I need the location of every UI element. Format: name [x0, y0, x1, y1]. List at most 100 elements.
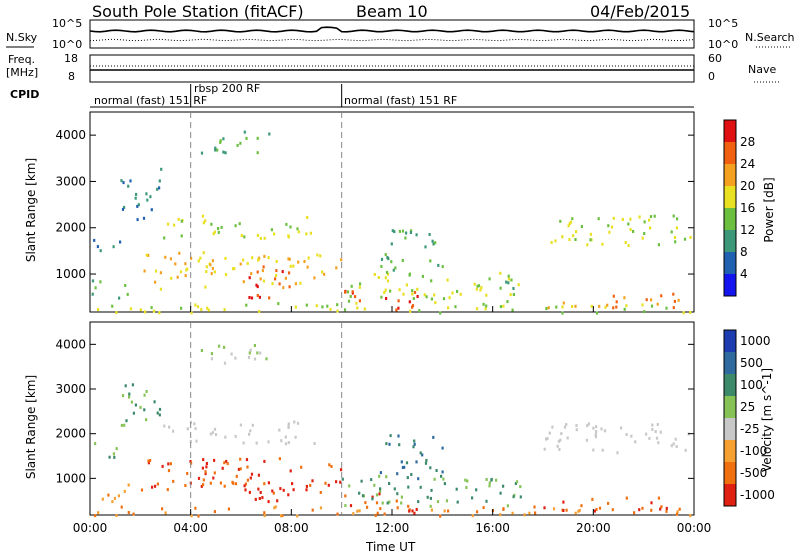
power-cell	[297, 260, 300, 264]
power-cell	[416, 287, 419, 291]
velocity-cell	[386, 501, 389, 505]
power-cell	[214, 148, 217, 152]
velocity-cell	[578, 508, 581, 512]
velocity-cell	[161, 464, 164, 468]
power-cell	[296, 227, 299, 231]
power-cell	[401, 229, 405, 233]
velocity-cell	[189, 440, 192, 443]
velocity-cell	[131, 383, 134, 387]
power-cell	[384, 288, 387, 292]
power-cell	[210, 222, 213, 226]
power-cell	[169, 257, 172, 261]
velocity-cell	[145, 390, 148, 393]
power-cell	[152, 309, 156, 313]
velocity-cell	[548, 431, 551, 435]
velocity-cell	[259, 491, 262, 494]
velocity-colorbar-segment	[724, 330, 736, 352]
power-cell	[454, 305, 457, 309]
velocity-cell	[385, 475, 388, 479]
power-cell	[643, 232, 646, 235]
freq-right-tick-bottom: 0	[708, 70, 715, 83]
velocity-cell	[625, 496, 628, 500]
power-colorbar-tick: 28	[740, 135, 755, 149]
power-cell	[383, 291, 386, 294]
power-cell	[134, 196, 137, 200]
velocity-cell	[248, 490, 251, 494]
velocity-cell	[259, 351, 262, 355]
power-cell	[196, 305, 200, 309]
velocity-cell	[421, 453, 424, 457]
velocity-cell	[650, 501, 653, 505]
power-cell	[258, 309, 261, 313]
power-cell	[259, 277, 262, 281]
velocity-cell	[413, 442, 416, 446]
velocity-cell	[223, 345, 226, 349]
power-cell	[431, 239, 434, 243]
power-cell	[395, 308, 398, 312]
power-cell	[173, 223, 176, 227]
velocity-cell	[657, 441, 660, 445]
power-cell	[326, 304, 329, 308]
velocity-cell	[287, 493, 290, 497]
velocity-colorbar-segment	[724, 352, 736, 374]
power-cell	[650, 304, 654, 308]
velocity-cell	[97, 511, 100, 515]
velocity-cell	[172, 429, 175, 433]
velocity-cell	[592, 426, 595, 430]
power-cell	[97, 308, 100, 312]
velocity-cell	[594, 433, 597, 437]
power-cell	[641, 236, 644, 240]
power-cell	[145, 253, 148, 257]
velocity-cell	[543, 506, 546, 510]
velocity-cell	[263, 511, 266, 515]
velocity-cell	[376, 511, 379, 515]
power-cell	[217, 230, 220, 234]
velocity-cell	[523, 513, 526, 517]
power-cell	[212, 232, 215, 236]
velocity-cell	[499, 491, 502, 495]
power-cell	[649, 215, 653, 219]
power-cell	[641, 303, 644, 307]
velocity-cell	[313, 442, 316, 445]
power-cell	[136, 204, 139, 208]
power-cell	[220, 225, 223, 229]
velocity-cell	[400, 460, 403, 464]
power-cell	[589, 238, 592, 242]
velocity-cell	[611, 508, 614, 512]
velocity-cell	[211, 431, 214, 435]
velocity-cell	[560, 432, 563, 436]
velocity-cell	[436, 500, 440, 504]
power-cell	[561, 235, 564, 239]
velocity-cell	[184, 484, 187, 487]
velocity-cell	[128, 392, 131, 396]
velocity-cell	[143, 408, 146, 412]
power-cell	[456, 289, 459, 293]
power-cell	[476, 307, 479, 311]
velocity-cell	[396, 492, 399, 496]
power-cell	[178, 251, 181, 255]
power-cell	[409, 309, 412, 313]
power-cell	[660, 294, 663, 298]
power-cell	[510, 278, 513, 282]
velocity-cell	[254, 497, 257, 501]
velocity-cell	[319, 506, 323, 510]
power-cell	[649, 226, 652, 230]
power-cell	[112, 245, 115, 249]
power-cell	[223, 308, 226, 312]
power-cell	[147, 253, 150, 257]
power-cell	[621, 217, 624, 221]
power-cell	[607, 224, 610, 228]
velocity-cell	[580, 504, 583, 508]
velocity-cell	[153, 400, 156, 404]
freq-label-1: Freq.	[8, 53, 36, 66]
velocity-cell	[625, 433, 628, 437]
velocity-colorbar-segment	[724, 396, 736, 418]
velocity-cell	[638, 508, 641, 512]
velocity-cell	[253, 357, 257, 361]
power-cell	[234, 224, 237, 228]
velocity-cell	[257, 487, 260, 491]
power-cell	[305, 232, 308, 236]
power-cell	[335, 266, 338, 270]
velocity-cell	[594, 435, 597, 439]
power-cell	[143, 269, 146, 273]
